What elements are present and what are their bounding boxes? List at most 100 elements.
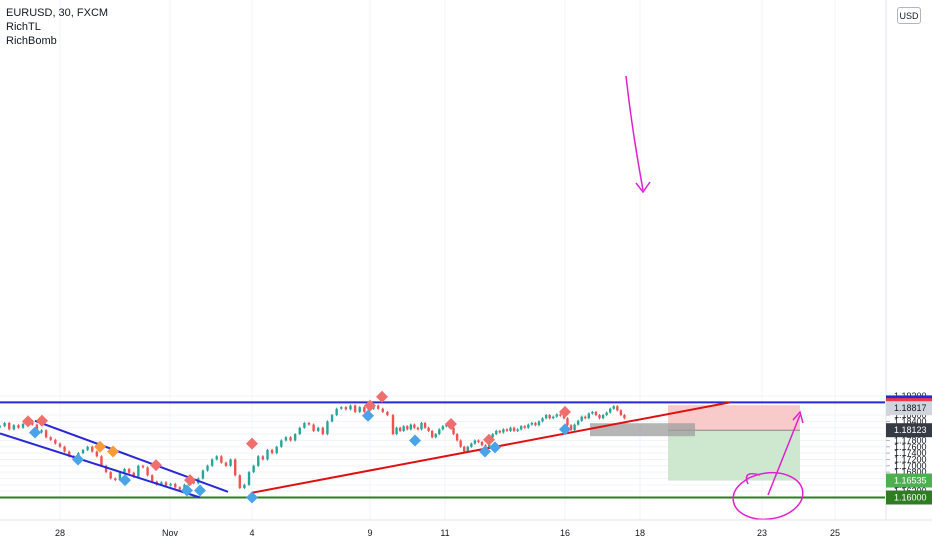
- candle: [21, 423, 25, 428]
- signal-buy: [246, 491, 258, 504]
- candle: [591, 411, 594, 414]
- candle: [150, 475, 154, 482]
- candle: [516, 429, 519, 431]
- indicator-richtl[interactable]: RichTL: [6, 21, 41, 33]
- signal-buy: [489, 441, 501, 454]
- signal-alt: [94, 440, 106, 453]
- candle: [40, 430, 43, 433]
- candle: [430, 430, 434, 438]
- candle: [455, 434, 459, 441]
- candle: [307, 423, 311, 425]
- candle: [438, 429, 441, 435]
- up-arrow: [767, 414, 801, 496]
- candle: [619, 410, 623, 416]
- candle: [44, 430, 48, 438]
- signal-buy: [181, 484, 193, 497]
- candle: [416, 427, 420, 430]
- candle: [505, 429, 509, 431]
- target-zone: [668, 430, 800, 481]
- price-tick-label: 1.17800: [894, 435, 927, 445]
- price-tick-label: 1.17400: [894, 448, 927, 458]
- candle: [17, 425, 20, 428]
- indicator-richbomb[interactable]: RichBomb: [6, 35, 57, 47]
- signal-buy: [559, 423, 571, 436]
- up-arrow-head: [792, 410, 804, 424]
- candle: [512, 427, 516, 431]
- candle: [427, 427, 430, 431]
- candle: [386, 411, 389, 416]
- signal-buy: [194, 484, 206, 497]
- price-tick-label: 1.18400: [894, 416, 927, 426]
- candle: [616, 406, 619, 411]
- candle: [409, 424, 413, 430]
- candle: [312, 424, 315, 431]
- signal-sell: [559, 405, 571, 418]
- down-arrow-head: [635, 181, 651, 194]
- symbol-title[interactable]: EURUSD, 30, FXCM: [6, 7, 109, 19]
- candles: [0, 404, 626, 491]
- candle: [598, 415, 601, 419]
- candle: [67, 451, 71, 457]
- candle: [49, 437, 52, 440]
- candle: [477, 440, 480, 443]
- candle: [344, 407, 348, 410]
- candle: [335, 408, 338, 416]
- candle: [81, 449, 85, 454]
- candle: [470, 443, 473, 447]
- price-axis[interactable]: 1.192001.186001.184001.182001.180001.178…: [885, 0, 932, 550]
- candle: [252, 465, 255, 473]
- candle: [562, 415, 566, 419]
- candle: [289, 437, 292, 441]
- candle: [63, 446, 66, 452]
- candle: [229, 459, 232, 466]
- down-arrow: [625, 75, 644, 191]
- time-axis-bg: [0, 520, 886, 550]
- candle: [169, 483, 172, 486]
- signal-markers: [22, 390, 571, 504]
- candle: [164, 482, 168, 486]
- candle: [178, 487, 182, 490]
- candle: [238, 475, 242, 488]
- candle: [381, 408, 384, 412]
- candle: [559, 414, 562, 416]
- candle: [91, 446, 94, 452]
- candle: [54, 439, 57, 444]
- candle: [480, 442, 484, 446]
- candle: [261, 456, 265, 460]
- candle: [317, 427, 320, 431]
- time-axis[interactable]: 28 Nov 4 9 11 16 18 23 25: [0, 519, 932, 550]
- candle: [0, 426, 2, 428]
- signal-sell: [22, 415, 34, 428]
- candle: [527, 424, 530, 428]
- candle: [220, 456, 223, 463]
- currency-button[interactable]: USD: [897, 7, 921, 24]
- candle: [534, 423, 537, 426]
- signal-sell: [376, 390, 388, 403]
- candle: [321, 427, 325, 435]
- candle: [509, 427, 512, 431]
- candle: [473, 440, 477, 444]
- candle: [463, 446, 466, 452]
- candle: [132, 472, 135, 477]
- candle: [349, 405, 352, 410]
- candle: [137, 465, 140, 477]
- candle: [584, 416, 587, 419]
- candle: [86, 446, 89, 450]
- candle: [206, 465, 209, 471]
- position-zones: [590, 405, 800, 481]
- time-tick-label: 18: [635, 528, 645, 538]
- candle: [402, 426, 405, 431]
- candle: [502, 429, 505, 433]
- trend-line: [0, 432, 201, 499]
- candle: [284, 437, 288, 441]
- time-tick-label: 23: [757, 528, 767, 538]
- trend-line: [34, 419, 229, 493]
- signal-buy: [479, 445, 491, 458]
- candle: [174, 483, 177, 488]
- candle: [555, 414, 558, 417]
- candle: [530, 423, 534, 425]
- candle: [569, 425, 573, 430]
- candle: [58, 443, 62, 447]
